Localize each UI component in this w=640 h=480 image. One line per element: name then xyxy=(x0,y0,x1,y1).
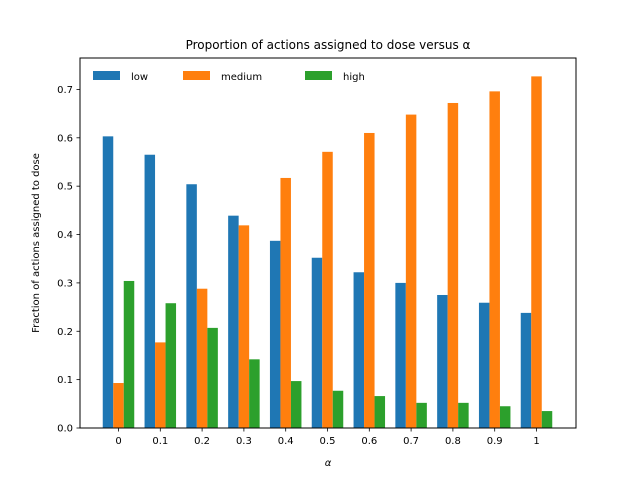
legend-label-high: high xyxy=(343,72,365,83)
bar-medium-0.7 xyxy=(405,114,417,428)
x-axis-ticks: 0 0.1 0.2 0.3 0.4 0.5 0.6 0.7 0.8 0.9 1 xyxy=(115,428,540,447)
legend-label-low: low xyxy=(131,72,148,83)
bar-medium-0.1 xyxy=(155,342,166,428)
x-tick-label: 0.4 xyxy=(278,436,294,447)
bar-low-0.5 xyxy=(311,257,323,428)
bar-low-0.8 xyxy=(437,294,448,428)
y-tick-label: 0.7 xyxy=(57,85,73,96)
legend-swatch-high xyxy=(305,71,332,80)
y-tick-label: 0.3 xyxy=(57,278,73,289)
bar-low-0.3 xyxy=(228,215,239,428)
y-tick-label: 0.0 xyxy=(57,424,73,435)
x-tick-label: 0.6 xyxy=(361,436,377,447)
bar-high-0.9 xyxy=(499,406,511,428)
bar-high-0.4 xyxy=(290,381,302,428)
bar-medium-0 xyxy=(113,383,124,428)
bar-medium-0.3 xyxy=(238,225,250,428)
bars-layer xyxy=(102,76,553,429)
bar-low-0.7 xyxy=(395,282,406,428)
bar-high-0.1 xyxy=(165,303,177,428)
bar-high-1 xyxy=(541,411,553,428)
legend-swatch-medium xyxy=(183,71,210,80)
bar-medium-0.8 xyxy=(447,102,459,428)
bar-high-0.6 xyxy=(374,396,386,428)
y-tick-label: 0.4 xyxy=(57,230,73,241)
bar-medium-0.4 xyxy=(280,177,291,428)
legend-label-medium: medium xyxy=(221,72,262,83)
x-tick-label: 0.1 xyxy=(152,436,168,447)
x-tick-label: 1 xyxy=(533,436,539,447)
bar-high-0.3 xyxy=(249,359,260,428)
legend-swatch-low xyxy=(93,71,120,80)
x-tick-label: 0.8 xyxy=(445,436,461,447)
x-tick-label: 0.9 xyxy=(487,436,503,447)
y-tick-label: 0.2 xyxy=(57,327,73,338)
bar-low-1 xyxy=(520,312,532,428)
x-tick-label: 0.5 xyxy=(320,436,336,447)
bar-low-0.2 xyxy=(186,184,197,428)
bar-medium-0.2 xyxy=(196,288,208,428)
bar-high-0.2 xyxy=(207,327,218,428)
bar-medium-1 xyxy=(531,76,542,428)
chart-title: Proportion of actions assigned to dose v… xyxy=(186,38,471,52)
y-tick-label: 0.5 xyxy=(57,182,73,193)
x-tick-label: 0.3 xyxy=(236,436,252,447)
x-tick-label: 0.7 xyxy=(403,436,419,447)
bar-low-0.1 xyxy=(144,154,156,429)
bar-medium-0.9 xyxy=(489,91,500,429)
y-axis-label: Fraction of actions assigned to dose xyxy=(31,153,42,333)
bar-high-0 xyxy=(123,280,135,428)
x-tick-label: 0.2 xyxy=(194,436,210,447)
y-tick-label: 0.6 xyxy=(57,133,73,144)
x-tick-label: 0 xyxy=(115,436,121,447)
y-axis-ticks: 0.0 0.1 0.2 0.3 0.4 0.5 0.6 0.7 xyxy=(57,85,80,435)
y-tick-label: 0.1 xyxy=(57,375,73,386)
legend: low medium high xyxy=(93,71,365,83)
bar-high-0.7 xyxy=(416,402,427,428)
bar-low-0.9 xyxy=(478,302,490,428)
plot-frame xyxy=(79,57,577,429)
bar-high-0.5 xyxy=(332,390,344,428)
bar-low-0 xyxy=(102,136,114,428)
bar-low-0.4 xyxy=(269,240,281,428)
bar-medium-0.5 xyxy=(322,151,333,428)
bar-high-0.8 xyxy=(458,402,469,428)
bar-low-0.6 xyxy=(353,272,365,428)
x-axis-label: α xyxy=(325,458,332,469)
bar-medium-0.6 xyxy=(364,132,375,428)
